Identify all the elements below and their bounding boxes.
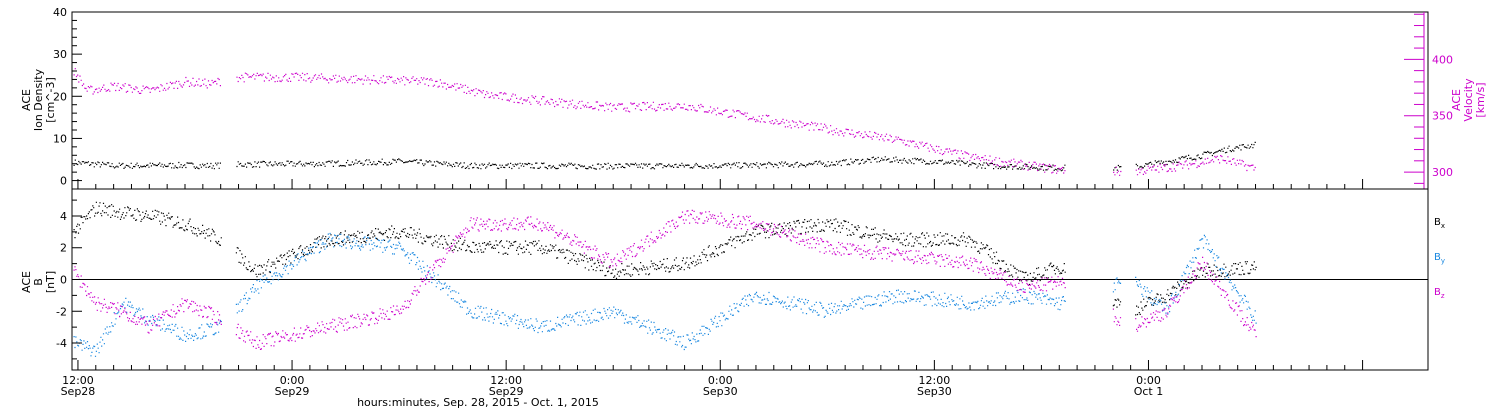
density-points	[73, 141, 1256, 172]
velocity-axis: 300 350 400	[1404, 12, 1453, 189]
b-tick-label: -2	[56, 305, 67, 318]
velocity-axis-label-line1: ACE	[1450, 89, 1463, 111]
time-tick-label: 0:00	[280, 374, 305, 387]
velocity-tick-label: 400	[1432, 53, 1453, 66]
density-axis-label-line2: Ion Density	[32, 68, 45, 131]
b-tick-label: 4	[60, 210, 67, 223]
density-tick-label: 40	[53, 6, 67, 19]
density-axis: 0 10 20 30 40	[53, 6, 82, 188]
b-field-axis: -4 -2 0 2 4	[56, 199, 82, 360]
density-velocity-panel: 0 10 20 30 40 300 350 400 ACE Ion Density [cm^…	[20, 6, 1487, 190]
legend-bx: Bx	[1434, 217, 1445, 230]
by-points	[73, 232, 1257, 357]
b-tick-label: 0	[60, 274, 67, 287]
time-tick-label: 12:00	[490, 374, 522, 387]
density-tick-label: 0	[60, 175, 67, 188]
date-tick-label: Sep28	[61, 385, 96, 398]
date-tick-label: Sep30	[703, 385, 738, 398]
density-axis-label-line1: ACE	[20, 89, 33, 111]
time-axis-title: hours:minutes, Sep. 28, 2015 - Oct. 1, 2…	[357, 396, 599, 409]
b-tick-label: 2	[60, 242, 67, 255]
velocity-points	[73, 68, 1256, 176]
date-tick-label: Sep29	[275, 385, 310, 398]
velocity-tick-label: 350	[1432, 110, 1453, 123]
legend-bz: Bz	[1434, 287, 1445, 300]
density-tick-label: 10	[53, 132, 67, 145]
bottom-panel-data	[72, 201, 1428, 357]
time-tick-label: 12:00	[62, 374, 94, 387]
velocity-tick-label: 300	[1432, 166, 1453, 179]
date-tick-label: Oct 1	[1134, 385, 1164, 398]
b-axis-label-line2: B	[32, 278, 45, 286]
bx-points	[73, 201, 1257, 316]
time-tick-label: 12:00	[919, 374, 951, 387]
velocity-axis-label-line2: Velocity	[1462, 78, 1475, 122]
b-field-legend: Bx By Bz	[1434, 217, 1445, 300]
density-axis-label-line3: [cm^-3]	[44, 77, 57, 123]
legend-by: By	[1434, 252, 1445, 265]
top-panel-data	[73, 68, 1256, 176]
density-tick-label: 30	[53, 48, 67, 61]
time-axis: 12:00Sep280:00Sep2912:00Sep290:00Sep3012…	[61, 179, 1364, 398]
b-axis-label-line1: ACE	[20, 271, 33, 293]
date-tick-label: Sep30	[917, 385, 952, 398]
b-tick-label: -4	[56, 337, 67, 350]
b-axis-label-line3: [nT]	[44, 271, 57, 293]
bz-points	[73, 209, 1257, 350]
time-tick-label: 0:00	[708, 374, 733, 387]
magnetic-field-panel: -4 -2 0 2 4 ACE B [nT] Bx By Bz	[20, 188, 1445, 371]
velocity-axis-label-line3: [km/s]	[1474, 82, 1487, 117]
date-tick-label: Sep29	[489, 385, 524, 398]
density-tick-label: 20	[53, 90, 67, 103]
time-tick-label: 0:00	[1136, 374, 1161, 387]
